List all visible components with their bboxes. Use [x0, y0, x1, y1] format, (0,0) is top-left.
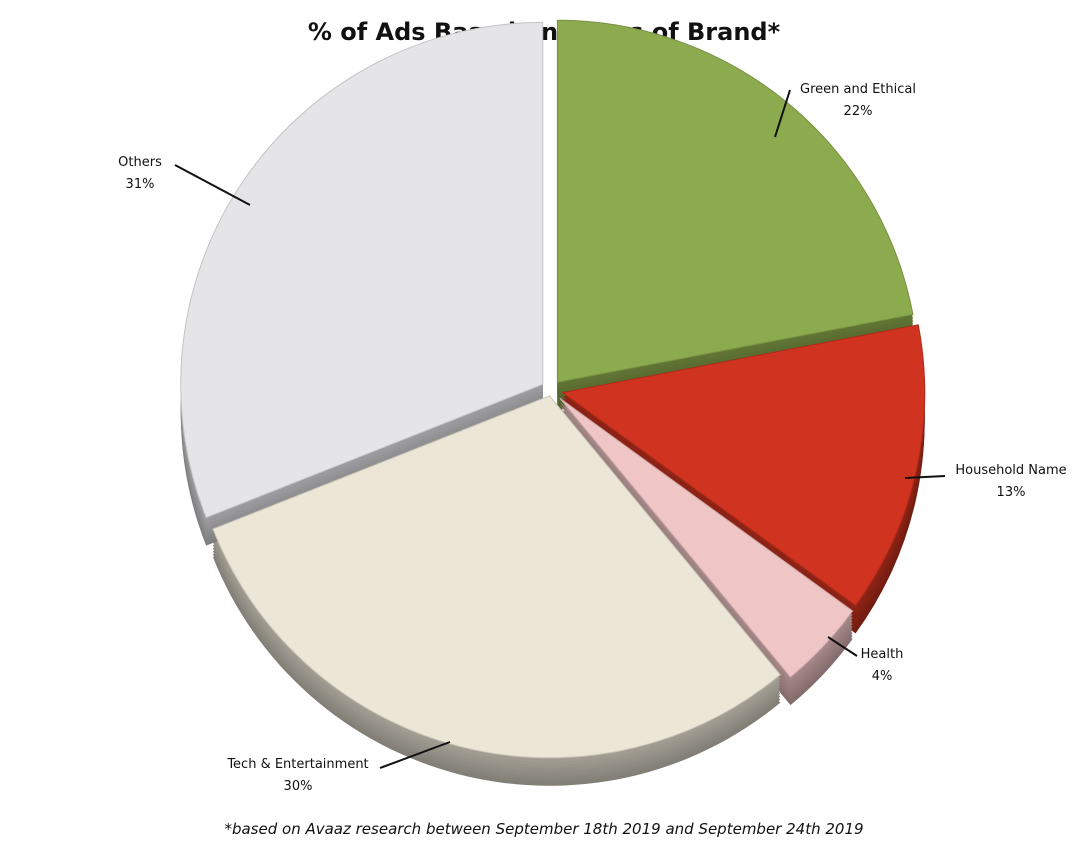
slice-value-others: 31% — [126, 177, 155, 192]
slice-health — [559, 397, 854, 678]
leader-line-green-and-ethical — [774, 89, 791, 138]
slice-label-health: Health — [861, 647, 904, 662]
slice-value-tech-entertainment: 30% — [284, 779, 313, 794]
slice-label-tech-entertainment: Tech & Entertainment — [226, 757, 368, 772]
slice-value-household-name: 13% — [997, 485, 1026, 500]
slice-label-household-name: Household Name — [955, 463, 1066, 478]
chart-footnote: *based on Avaaz research between Septemb… — [224, 820, 864, 838]
leader-line-health — [827, 636, 858, 657]
slice-household-name — [561, 324, 926, 607]
slice-label-others: Others — [118, 155, 162, 170]
slice-others — [180, 21, 544, 519]
slice-value-health: 4% — [872, 669, 893, 684]
slice-tech-entertainment — [212, 395, 781, 759]
leader-line-tech-entertainment — [379, 741, 451, 769]
leader-lines — [174, 89, 946, 769]
leader-line-household-name — [904, 475, 946, 479]
slice-labels: Green and Ethical 22% Household Name 13% Hea… — [118, 82, 1066, 794]
pie-slices — [180, 19, 926, 759]
slice-value-green-and-ethical: 22% — [844, 104, 873, 119]
leader-line-others — [174, 164, 251, 206]
chart-title: % of Ads Based on Types of Brand* — [307, 18, 781, 46]
slice-label-green-and-ethical: Green and Ethical — [800, 82, 916, 97]
slice-green-and-ethical — [556, 19, 914, 383]
